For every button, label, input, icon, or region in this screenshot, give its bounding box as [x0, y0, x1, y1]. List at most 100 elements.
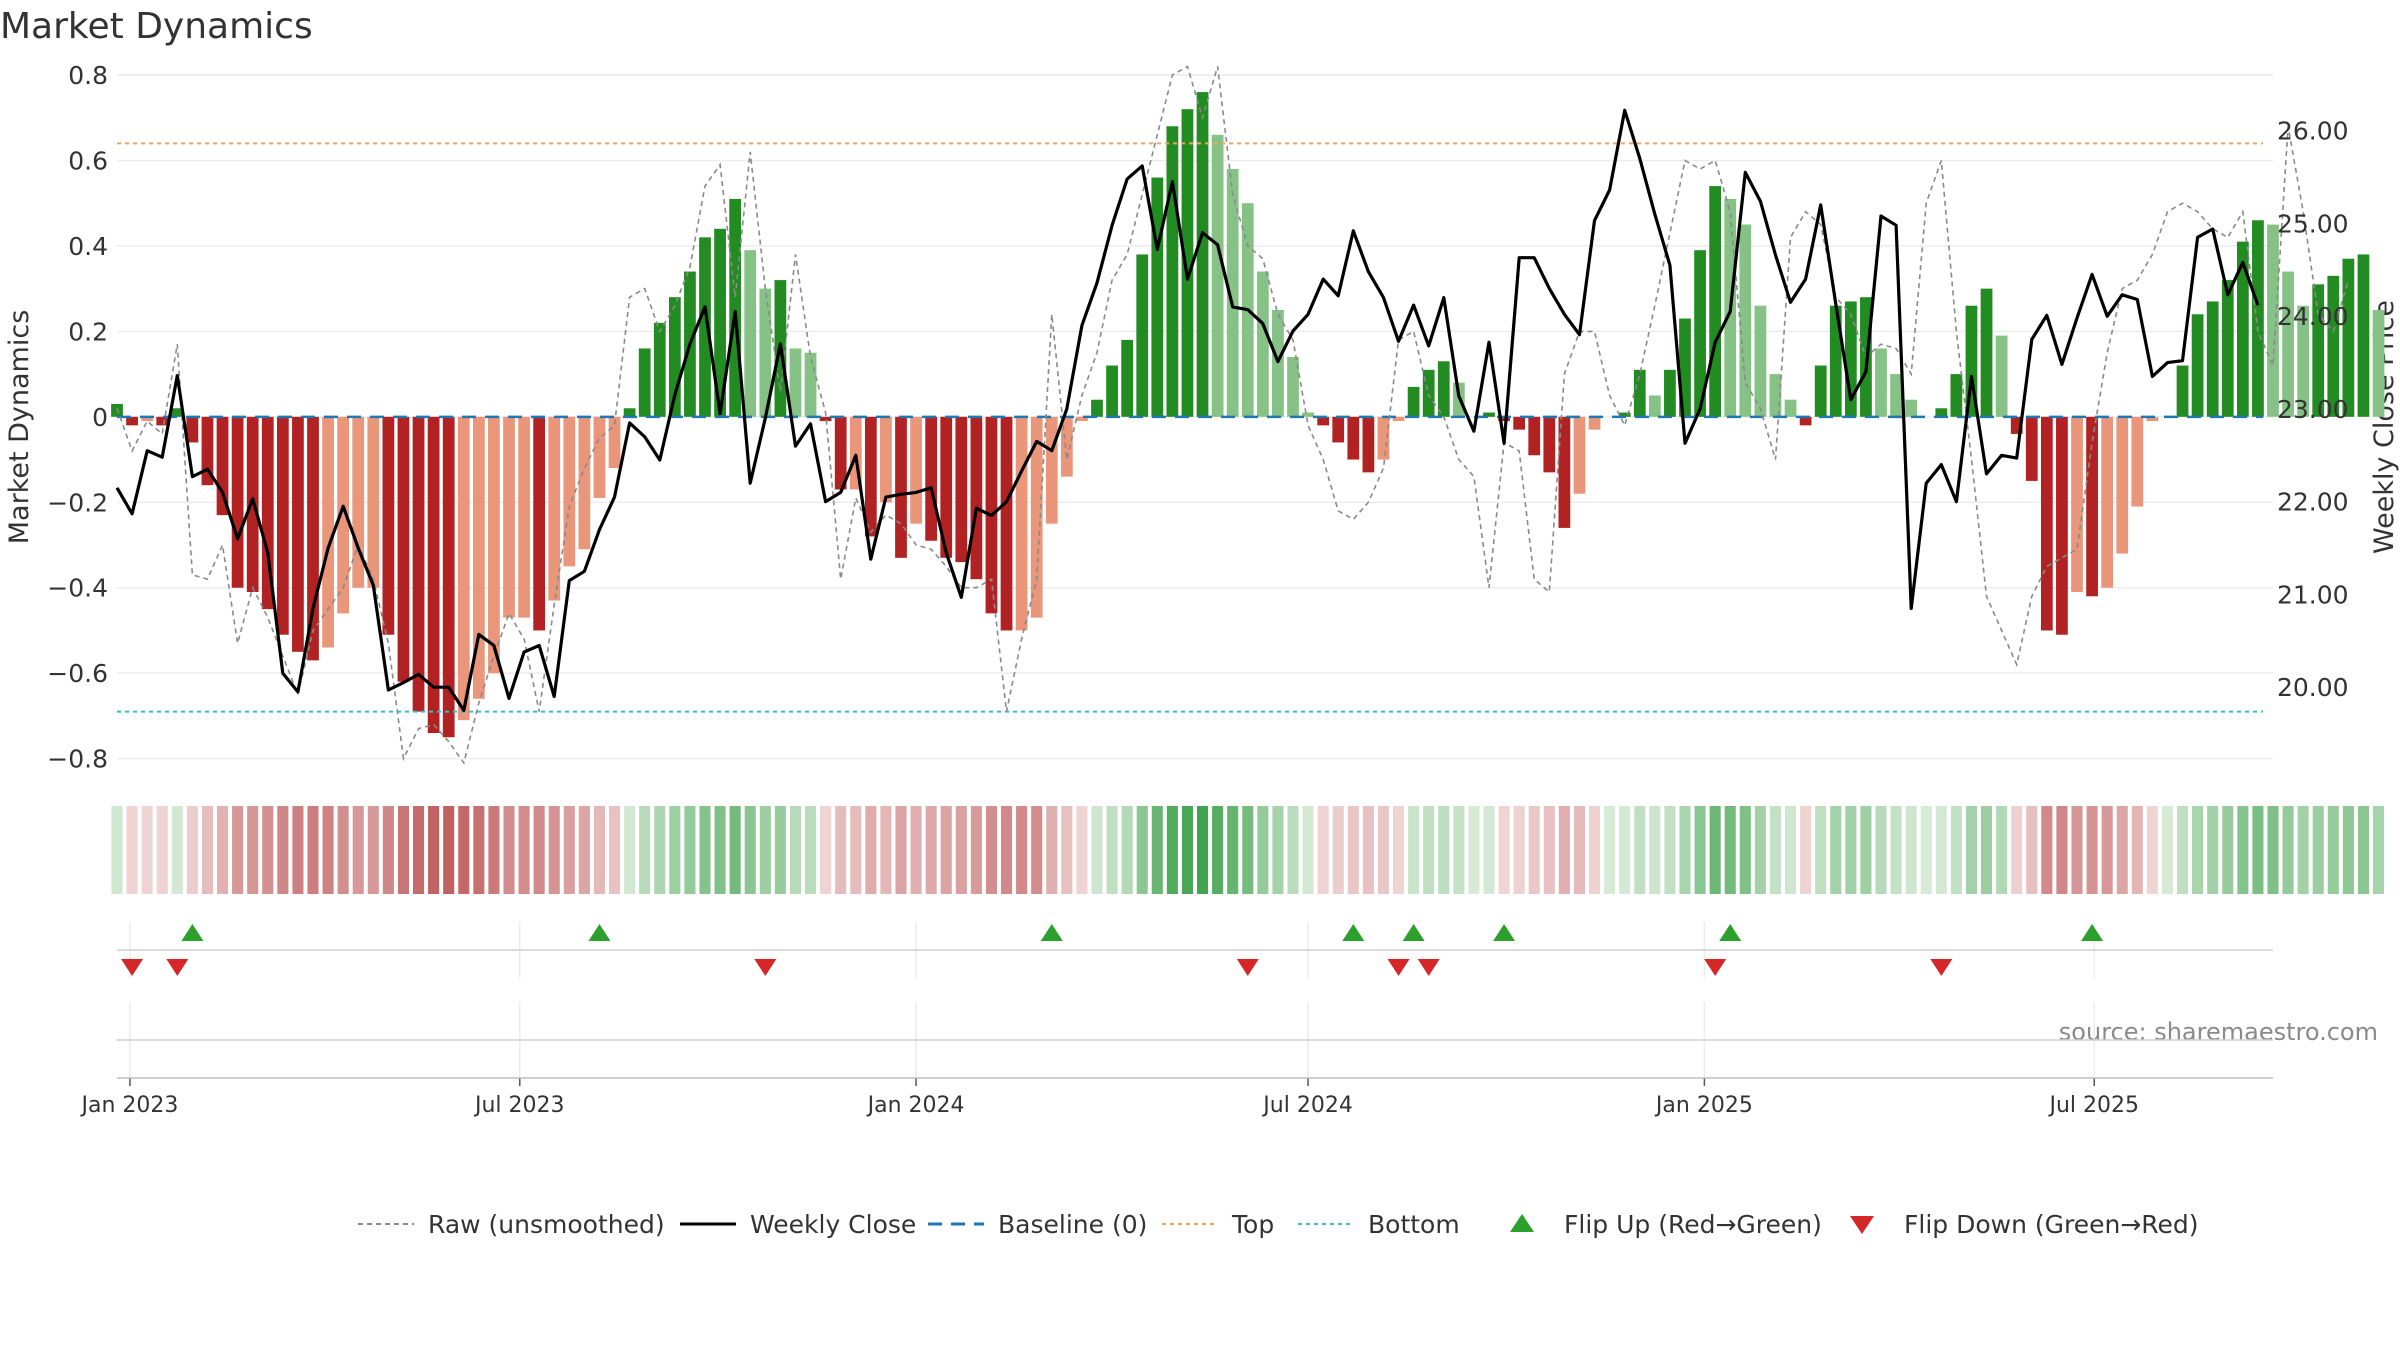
- heat-cell: [1106, 806, 1118, 894]
- heat-cell: [186, 806, 198, 894]
- bar: [1136, 254, 1149, 417]
- bar: [2086, 416, 2098, 597]
- y-tick-right: 25.00: [2277, 209, 2349, 238]
- heat-cell: [1513, 806, 1525, 894]
- heat-cell: [1769, 806, 1781, 894]
- bar: [1483, 412, 1495, 417]
- bar: [1151, 177, 1164, 417]
- heat-cell: [1031, 806, 1043, 894]
- heat-cell: [1860, 806, 1872, 894]
- bar: [126, 416, 138, 426]
- heat-cell: [217, 806, 229, 894]
- chart-title: Market Dynamics: [0, 6, 313, 47]
- bar: [397, 416, 410, 682]
- legend-label: Weekly Close: [750, 1210, 916, 1239]
- y-tick-left: −0.6: [47, 659, 108, 688]
- heat-cell: [850, 806, 862, 894]
- heat-cell: [2026, 806, 2038, 894]
- heat-cell: [910, 806, 922, 894]
- heat-cell: [2282, 806, 2294, 894]
- bar: [307, 416, 319, 661]
- bar: [1709, 186, 1722, 417]
- x-tick-label: Jan 2023: [79, 1093, 178, 1118]
- heat-cell: [2357, 806, 2369, 894]
- bar: [1829, 305, 1842, 417]
- bar: [895, 416, 907, 558]
- bar: [1166, 126, 1179, 417]
- heat-cell: [2086, 806, 2098, 894]
- legend-label: Baseline (0): [998, 1210, 1147, 1239]
- heat-cell: [1438, 806, 1450, 894]
- bar: [578, 416, 591, 550]
- bar: [1648, 395, 1661, 417]
- heat-cell: [1393, 806, 1405, 894]
- heat-cell: [1453, 806, 1465, 894]
- heat-cell: [458, 806, 470, 894]
- flip-down-marker: [1704, 959, 1727, 976]
- bar: [1392, 416, 1405, 422]
- bar: [1905, 399, 1918, 417]
- bar: [2010, 416, 2023, 434]
- bar: [367, 416, 380, 588]
- bar: [533, 416, 546, 631]
- heat-cell: [2071, 806, 2083, 894]
- heat-cell: [639, 806, 651, 894]
- heat-cell: [1408, 806, 1420, 894]
- y-tick-left: −0.4: [47, 574, 108, 603]
- bar: [1890, 374, 1902, 417]
- bar: [1211, 134, 1224, 417]
- bar: [1814, 365, 1827, 417]
- heat-cell: [1076, 806, 1088, 894]
- bar: [231, 416, 244, 588]
- heat-cell: [1890, 806, 1902, 894]
- flip-down-marker: [754, 959, 777, 976]
- bar: [1513, 416, 1526, 430]
- flip-up-marker: [588, 924, 611, 941]
- y-tick-right: 22.00: [2277, 488, 2349, 517]
- legend-label: Flip Down (Green→Red): [1904, 1210, 2199, 1239]
- bar: [156, 416, 169, 426]
- bar: [1362, 416, 1375, 473]
- bar: [1347, 416, 1360, 460]
- heat-cell: [729, 806, 741, 894]
- bar: [1664, 369, 1676, 417]
- bar: [518, 416, 530, 618]
- heat-cell: [1332, 806, 1344, 894]
- y-tick-right: 21.00: [2277, 580, 2349, 609]
- bar: [834, 416, 847, 490]
- heat-cell: [1679, 806, 1691, 894]
- bar: [2236, 241, 2249, 417]
- heat-cell: [669, 806, 681, 894]
- heat-cell: [1136, 806, 1148, 894]
- heat-cell: [1468, 806, 1480, 894]
- bar: [1995, 335, 2008, 417]
- heat-cell: [1317, 806, 1329, 894]
- bar: [970, 416, 983, 580]
- bar: [261, 416, 274, 610]
- heat-cell: [2146, 806, 2158, 894]
- y-tick-left: 0.6: [68, 146, 108, 175]
- heat-cell: [1046, 806, 1058, 894]
- heat-cell: [2056, 806, 2068, 894]
- heat-cell: [141, 806, 153, 894]
- heat-cell: [1709, 806, 1721, 894]
- bar: [337, 416, 350, 614]
- heat-cell: [1589, 806, 1601, 894]
- bar: [804, 352, 817, 417]
- bar: [1226, 169, 1239, 417]
- heat-cell: [578, 806, 590, 894]
- heat-cell: [1166, 806, 1178, 894]
- bar: [2282, 271, 2294, 417]
- bar: [2252, 220, 2264, 417]
- bar: [2056, 416, 2068, 635]
- bar: [442, 416, 455, 738]
- axes: 0.8 0.6 0.4 0.2 0 −0.2 −0.4 −0.6 −0.8 26.00 25.00 2…: [47, 61, 2348, 1118]
- heat-cell: [1423, 806, 1435, 894]
- bar: [714, 228, 726, 417]
- bar: [2221, 280, 2234, 417]
- bar: [1935, 408, 1948, 417]
- y-tick-left: 0: [92, 403, 108, 432]
- heat-cell: [744, 806, 756, 894]
- heat-cell: [985, 806, 997, 894]
- bar: [1181, 109, 1194, 417]
